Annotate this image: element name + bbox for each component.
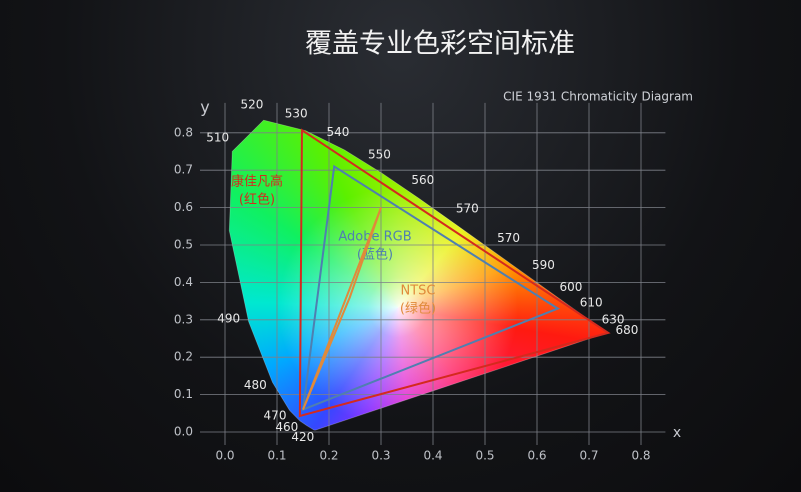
- wavelength-label: 550: [368, 148, 391, 162]
- wavelength-label: 460: [275, 420, 298, 434]
- x-tick-label: 0.5: [475, 449, 494, 463]
- x-tick-label: 0.0: [215, 449, 234, 463]
- gamut-triangle: [302, 207, 382, 410]
- wavelength-label: 520: [241, 97, 264, 111]
- y-tick-label: 0.2: [174, 350, 193, 364]
- y-tick-label: 0.8: [174, 125, 193, 139]
- gamut-triangle: [298, 128, 611, 418]
- y-tick-label: 0.1: [174, 387, 193, 401]
- x-axis-label: x: [673, 425, 681, 441]
- wavelength-label: 480: [244, 378, 267, 392]
- gamut-name: NTSC: [401, 284, 436, 299]
- gamut-triangle: [301, 164, 560, 412]
- wavelength-label: 530: [285, 107, 308, 121]
- gamut-note: (绿色): [400, 301, 436, 317]
- y-tick-label: 0.3: [174, 312, 193, 326]
- wavelength-label: 560: [411, 173, 434, 187]
- chart-title: 覆盖专业色彩空间标准: [305, 29, 575, 60]
- spectral-locus: [228, 119, 608, 431]
- y-tick-label: 0.6: [174, 200, 193, 214]
- y-tick-label: 0.7: [174, 163, 193, 177]
- gamut-name: 康佳凡高: [231, 174, 283, 190]
- x-tick-label: 0.7: [579, 449, 598, 463]
- wavelength-label: 540: [326, 125, 349, 139]
- y-axis-label: y: [200, 98, 209, 117]
- gamut-note: (红色): [239, 192, 275, 208]
- y-tick-label: 0.5: [174, 238, 193, 252]
- chart-subtitle: CIE 1931 Chromaticity Diagram: [503, 90, 693, 104]
- wavelength-label: 590: [532, 258, 555, 272]
- wavelength-label: 470: [264, 409, 287, 423]
- y-tick-label: 0.4: [174, 275, 193, 289]
- x-tick-label: 0.6: [527, 449, 546, 463]
- y-tick-label: 0.0: [174, 425, 193, 439]
- x-tick-label: 0.2: [319, 449, 338, 463]
- wavelength-label: 630: [602, 312, 625, 326]
- wavelength-label: 420: [291, 430, 314, 444]
- wavelength-label: 510: [206, 130, 229, 144]
- wavelength-label: 600: [559, 280, 582, 294]
- gamut-name: Adobe RGB: [338, 230, 411, 245]
- x-tick-label: 0.1: [267, 449, 286, 463]
- wavelength-label: 490: [217, 311, 240, 325]
- x-tick-label: 0.4: [423, 449, 442, 463]
- wavelength-label: 570: [497, 231, 520, 245]
- wavelength-label: 570: [456, 202, 479, 216]
- x-tick-label: 0.3: [371, 449, 390, 463]
- wavelength-label: 680: [615, 323, 638, 337]
- x-tick-label: 0.8: [631, 449, 650, 463]
- wavelength-label: 610: [580, 296, 603, 310]
